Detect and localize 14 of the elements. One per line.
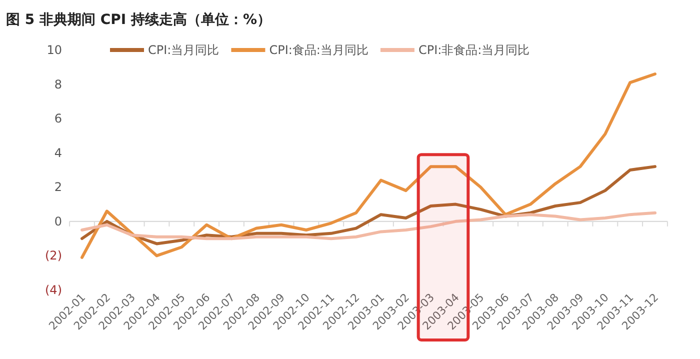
y-tick-label: 4 bbox=[54, 146, 62, 160]
line-series bbox=[80, 211, 656, 240]
chart-title: 图 5 非典期间 CPI 持续走高（单位：%） bbox=[6, 11, 272, 28]
y-tick-label: (2) bbox=[45, 248, 62, 263]
y-tick-label: 6 bbox=[54, 112, 62, 126]
y-tick-label: 10 bbox=[46, 43, 62, 57]
legend-label: CPI:当月同比 bbox=[148, 43, 220, 57]
legend-label: CPI:食品:当月同比 bbox=[269, 43, 368, 57]
line-series bbox=[80, 72, 656, 259]
y-tick-label: 0 bbox=[54, 214, 62, 228]
y-tick-label: (4) bbox=[45, 283, 62, 297]
y-tick-label: 8 bbox=[54, 77, 62, 92]
legend-label: CPI:非食品:当月同比 bbox=[418, 43, 530, 57]
y-tick-label: 2 bbox=[54, 180, 62, 194]
